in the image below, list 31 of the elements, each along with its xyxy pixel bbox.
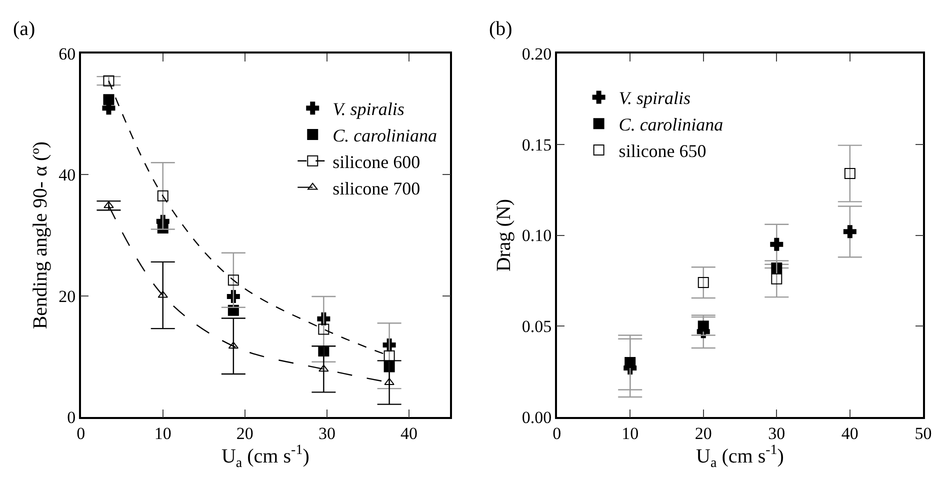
x-tick-label: 50 [914, 424, 932, 444]
legend-label: C. caroliniana [618, 114, 724, 135]
legend-label: silicone 650 [618, 141, 706, 162]
y-tick-label: 20 [58, 286, 76, 306]
x-tick-label: 20 [694, 424, 712, 444]
x-axis-title: U$_{a}$ (cm s$^{-1}$) [696, 443, 784, 471]
x-tick-label: 20 [236, 424, 254, 444]
y-tick-label: 0 [67, 408, 76, 427]
legend-label: C. caroliniana [332, 126, 437, 146]
x-tick-label: 10 [622, 424, 639, 444]
chart-title: (b) [489, 18, 512, 40]
y-tick-label: 40 [58, 166, 76, 185]
y-tick-label: 0.20 [522, 44, 552, 64]
legend-label: silicone 600 [332, 152, 420, 172]
y-tick-label: 0.05 [522, 317, 552, 336]
x-tick-label: 40 [400, 424, 418, 444]
y-axis-title: Bending angle 90- α (º) [30, 141, 52, 330]
legend-label: V. spiralis [332, 99, 404, 120]
x-tick-label: 30 [318, 424, 336, 444]
legend-label: silicone 700 [332, 178, 420, 198]
x-axis-title: U$_{a}$ (cm s$^{-1}$) [221, 443, 310, 471]
x-tick-label: 30 [768, 424, 786, 444]
y-axis-title: Drag (N) [492, 198, 515, 272]
y-tick-label: 0.10 [522, 226, 552, 246]
legend-label: V. spiralis [618, 88, 691, 108]
y-tick-label: 60 [58, 44, 76, 64]
x-tick-label: 40 [841, 424, 858, 444]
x-tick-label: 10 [154, 424, 172, 444]
chart-title: (a) [13, 18, 36, 40]
y-tick-label: 0.00 [522, 408, 552, 427]
y-tick-label: 0.15 [522, 135, 552, 154]
